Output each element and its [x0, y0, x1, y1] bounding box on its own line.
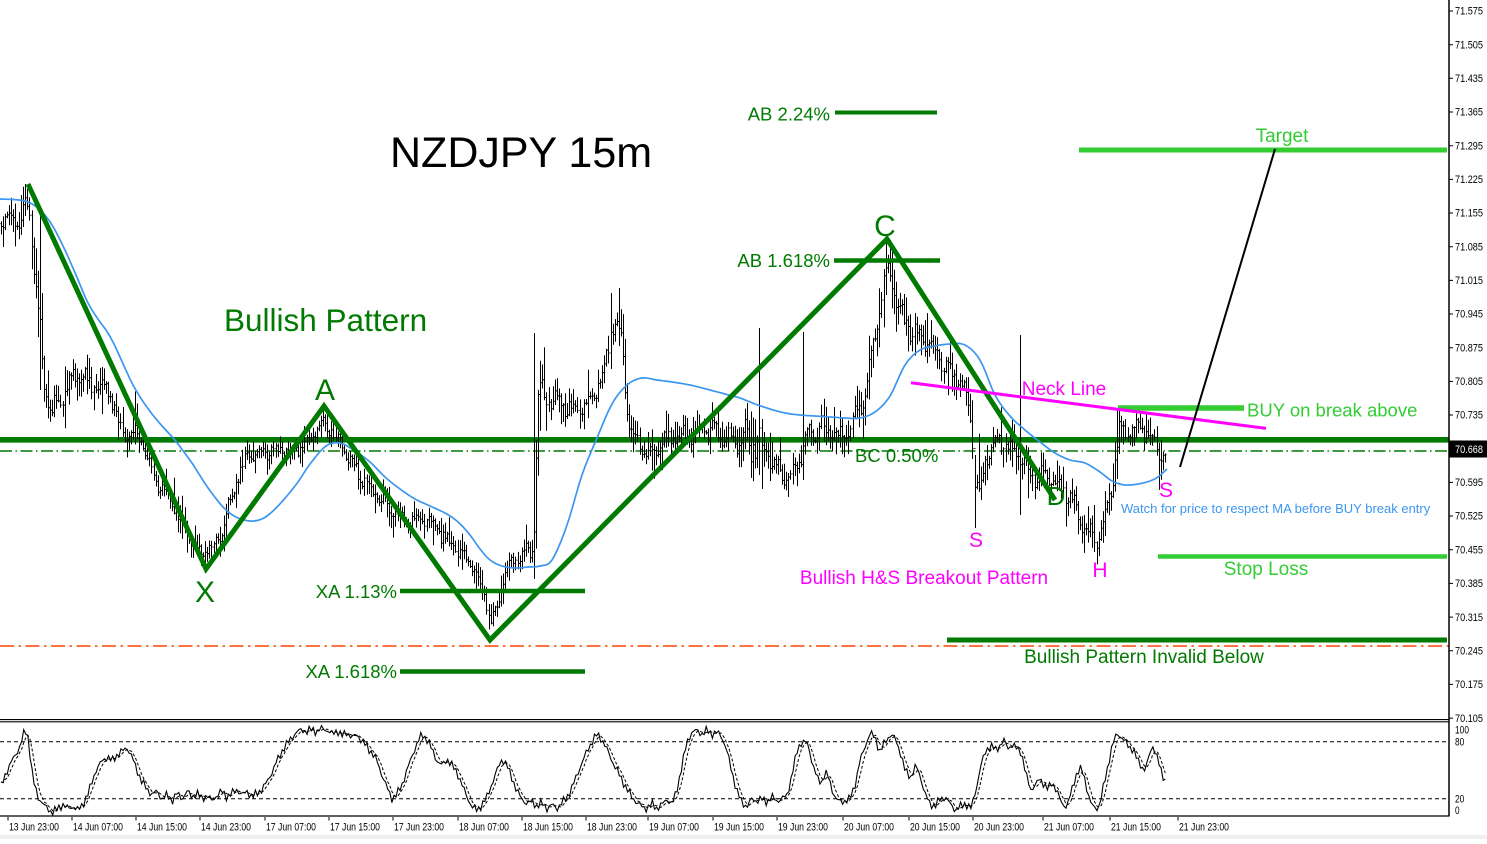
svg-text:70.525: 70.525	[1455, 511, 1483, 523]
svg-text:Stop Loss: Stop Loss	[1224, 559, 1309, 580]
svg-text:AB 2.24%: AB 2.24%	[748, 104, 830, 125]
svg-text:100: 100	[1455, 724, 1469, 736]
svg-text:20 Jun 23:00: 20 Jun 23:00	[974, 822, 1024, 834]
svg-text:70.315: 70.315	[1455, 612, 1483, 624]
svg-text:BUY on break above: BUY on break above	[1247, 400, 1417, 421]
svg-text:71.155: 71.155	[1455, 208, 1483, 220]
svg-text:BC 0.50%: BC 0.50%	[855, 445, 938, 466]
svg-text:Bullish Pattern Invalid Below: Bullish Pattern Invalid Below	[1024, 647, 1264, 668]
svg-text:S: S	[969, 529, 983, 552]
svg-text:71.015: 71.015	[1455, 275, 1483, 287]
svg-text:71.505: 71.505	[1455, 39, 1483, 51]
svg-text:18 Jun 23:00: 18 Jun 23:00	[587, 822, 637, 834]
svg-text:Bullish Pattern: Bullish Pattern	[224, 302, 427, 338]
svg-text:19 Jun 15:00: 19 Jun 15:00	[714, 822, 764, 834]
svg-text:H: H	[1092, 559, 1107, 582]
svg-text:70.735: 70.735	[1455, 410, 1483, 422]
svg-text:70.385: 70.385	[1455, 578, 1483, 590]
svg-text:17 Jun 23:00: 17 Jun 23:00	[394, 822, 444, 834]
svg-text:Watch for price to respect MA: Watch for price to respect MA before BUY…	[1121, 501, 1431, 516]
svg-text:Target: Target	[1256, 126, 1310, 147]
svg-text:13 Jun 23:00: 13 Jun 23:00	[9, 822, 59, 834]
svg-text:18 Jun 07:00: 18 Jun 07:00	[459, 822, 509, 834]
svg-text:18 Jun 15:00: 18 Jun 15:00	[523, 822, 573, 834]
svg-text:XA 1.13%: XA 1.13%	[316, 581, 397, 602]
svg-text:0: 0	[1455, 805, 1460, 817]
svg-text:20: 20	[1455, 794, 1464, 806]
svg-text:70.245: 70.245	[1455, 645, 1483, 657]
svg-text:71.435: 71.435	[1455, 73, 1483, 85]
svg-text:71.295: 71.295	[1455, 140, 1483, 152]
svg-text:Neck Line: Neck Line	[1022, 379, 1107, 400]
svg-text:A: A	[315, 374, 335, 407]
svg-text:AB 1.618%: AB 1.618%	[737, 250, 830, 271]
svg-text:70.455: 70.455	[1455, 544, 1483, 556]
svg-text:Bullish H&S Breakout Pattern: Bullish H&S Breakout Pattern	[800, 568, 1048, 589]
svg-text:14 Jun 15:00: 14 Jun 15:00	[137, 822, 187, 834]
svg-text:80: 80	[1455, 737, 1464, 749]
svg-text:20 Jun 15:00: 20 Jun 15:00	[910, 822, 960, 834]
svg-text:70.668: 70.668	[1455, 444, 1483, 456]
svg-text:S: S	[1159, 479, 1173, 502]
svg-text:19 Jun 23:00: 19 Jun 23:00	[778, 822, 828, 834]
svg-text:71.085: 71.085	[1455, 241, 1483, 253]
svg-text:C: C	[874, 210, 896, 243]
svg-text:XA 1.618%: XA 1.618%	[305, 661, 397, 682]
svg-text:20 Jun 07:00: 20 Jun 07:00	[844, 822, 894, 834]
svg-text:21 Jun 23:00: 21 Jun 23:00	[1179, 822, 1229, 834]
svg-text:70.175: 70.175	[1455, 679, 1483, 691]
svg-text:X: X	[195, 576, 215, 609]
svg-text:70.875: 70.875	[1455, 342, 1483, 354]
svg-text:D: D	[1047, 481, 1066, 511]
svg-text:71.575: 71.575	[1455, 6, 1483, 18]
svg-text:19 Jun 07:00: 19 Jun 07:00	[649, 822, 699, 834]
svg-text:70.105: 70.105	[1455, 713, 1483, 725]
svg-text:17 Jun 07:00: 17 Jun 07:00	[266, 822, 316, 834]
svg-text:71.365: 71.365	[1455, 107, 1483, 119]
svg-text:70.945: 70.945	[1455, 309, 1483, 321]
svg-text:70.595: 70.595	[1455, 477, 1483, 489]
svg-text:70.805: 70.805	[1455, 376, 1483, 388]
svg-text:21 Jun 07:00: 21 Jun 07:00	[1044, 822, 1094, 834]
svg-text:17 Jun 15:00: 17 Jun 15:00	[330, 822, 380, 834]
svg-text:NZDJPY 15m: NZDJPY 15m	[390, 129, 652, 177]
svg-text:14 Jun 07:00: 14 Jun 07:00	[73, 822, 123, 834]
svg-text:14 Jun 23:00: 14 Jun 23:00	[201, 822, 251, 834]
svg-text:21 Jun 15:00: 21 Jun 15:00	[1111, 822, 1161, 834]
svg-text:71.225: 71.225	[1455, 174, 1483, 186]
